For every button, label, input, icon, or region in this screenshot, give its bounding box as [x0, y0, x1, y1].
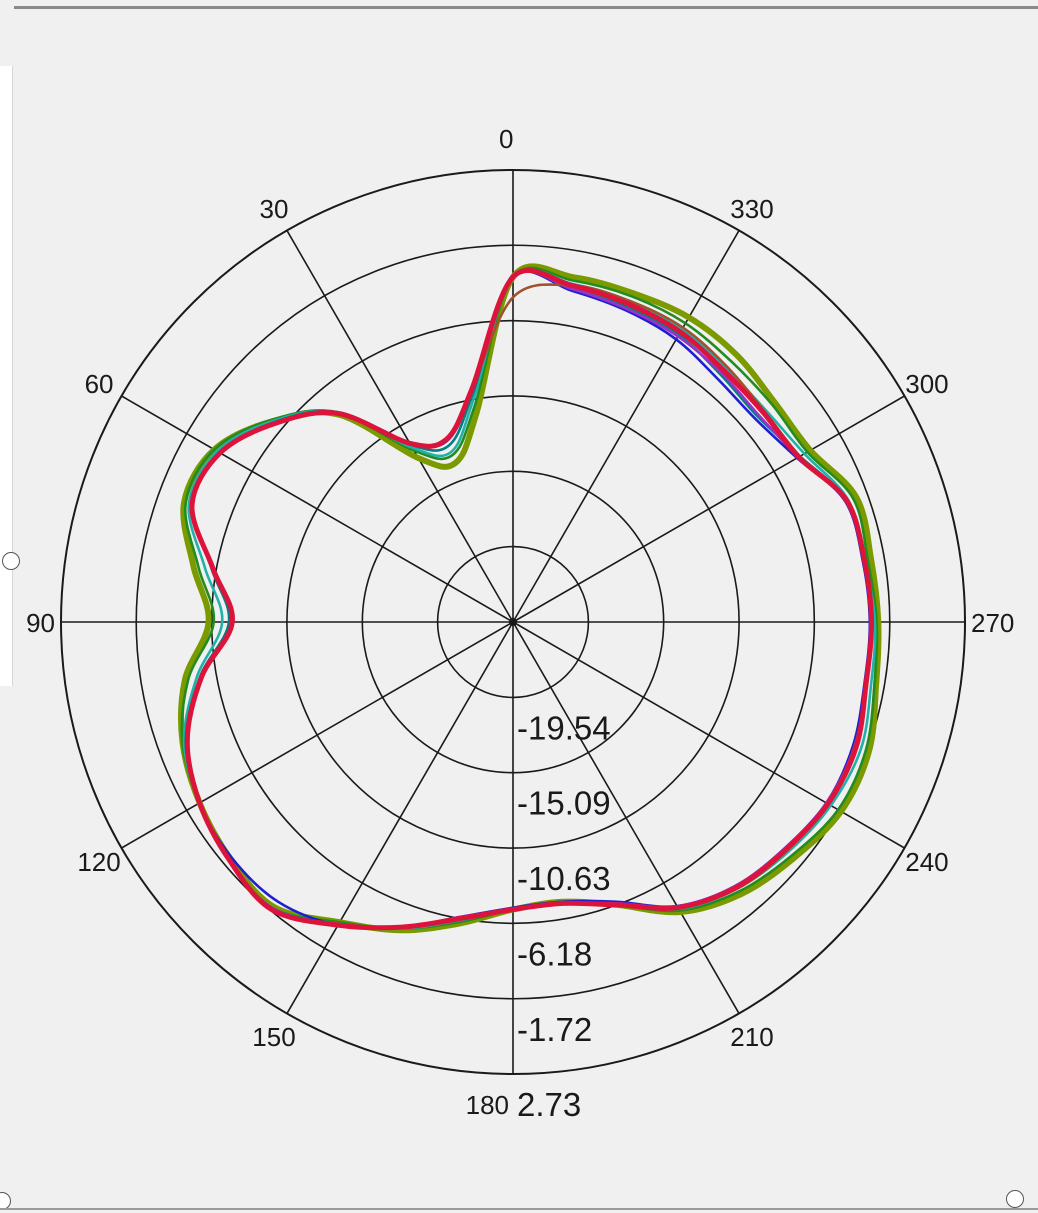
radial-tick-label: -10.63: [517, 860, 611, 897]
series-layer: [178, 263, 882, 934]
series-line-1: [178, 263, 882, 934]
angle-label: 210: [730, 1022, 773, 1052]
series-line-2: [180, 266, 879, 931]
top-border: [14, 6, 1038, 9]
series-line-8: [184, 268, 875, 931]
angle-label: 60: [85, 369, 114, 399]
radial-tick-label: -19.54: [517, 709, 611, 746]
left-panel-edge: [0, 66, 13, 686]
angle-label: 30: [260, 194, 289, 224]
radial-tick-label: -6.18: [517, 935, 592, 972]
series-line-5: [185, 270, 872, 930]
angle-label: 180: [466, 1090, 509, 1120]
angle-spoke: [121, 395, 514, 623]
angle-spoke: [286, 230, 514, 623]
radial-tick-label: -1.72: [517, 1011, 592, 1048]
angle-label: 150: [252, 1022, 295, 1052]
bottom-border: [0, 1208, 1038, 1210]
angle-spoke: [512, 621, 740, 1014]
radial-tick-label: -15.09: [517, 785, 611, 822]
angle-spoke: [512, 230, 740, 623]
chart-labels: -19.54 -15.09 -10.63 -6.18 -1.72 2.73 0 30 60 90 1…: [26, 124, 1014, 1123]
angle-label: 300: [905, 369, 948, 399]
angle-label: 90: [26, 608, 55, 638]
angle-label: 120: [77, 847, 120, 877]
resize-handle-bottom-right[interactable]: [1006, 1190, 1024, 1208]
angle-label: 330: [730, 194, 773, 224]
center-point: [509, 618, 517, 626]
angle-label: 270: [971, 608, 1014, 638]
series-line-7: [185, 283, 873, 929]
angle-label: 0: [499, 124, 513, 154]
resize-handle-left[interactable]: [2, 552, 20, 570]
radial-tick-label: 2.73: [517, 1086, 581, 1123]
polar-grid: [60, 169, 966, 1075]
series-line-6: [185, 269, 873, 930]
angle-spoke: [286, 621, 514, 1014]
angle-spoke: [512, 395, 905, 623]
angle-label: 240: [905, 847, 948, 877]
angle-spoke: [121, 621, 514, 849]
